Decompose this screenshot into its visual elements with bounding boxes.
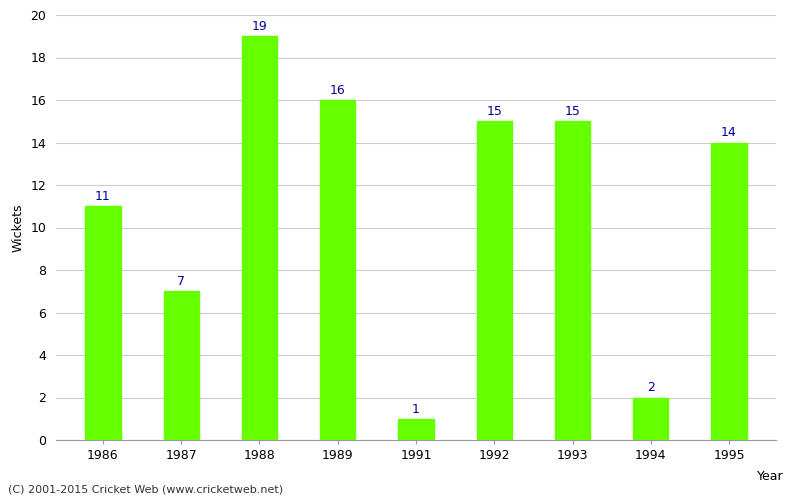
Bar [164,291,199,440]
Y-axis label: Wickets: Wickets [12,203,25,252]
Text: 7: 7 [178,275,186,288]
Text: 1: 1 [412,402,420,415]
Text: 19: 19 [252,20,267,33]
Bar [555,121,590,440]
Text: 15: 15 [486,105,502,118]
Text: 2: 2 [647,382,654,394]
Text: 11: 11 [95,190,111,203]
Bar [633,398,668,440]
Bar [398,419,434,440]
Bar [477,121,512,440]
Text: 16: 16 [330,84,346,97]
Bar [320,100,355,440]
Text: 14: 14 [721,126,737,140]
Text: (C) 2001-2015 Cricket Web (www.cricketweb.net): (C) 2001-2015 Cricket Web (www.cricketwe… [8,485,283,495]
Text: 15: 15 [565,105,581,118]
Text: Year: Year [758,470,784,483]
Bar [242,36,277,440]
Bar [86,206,121,440]
Bar [711,142,746,440]
